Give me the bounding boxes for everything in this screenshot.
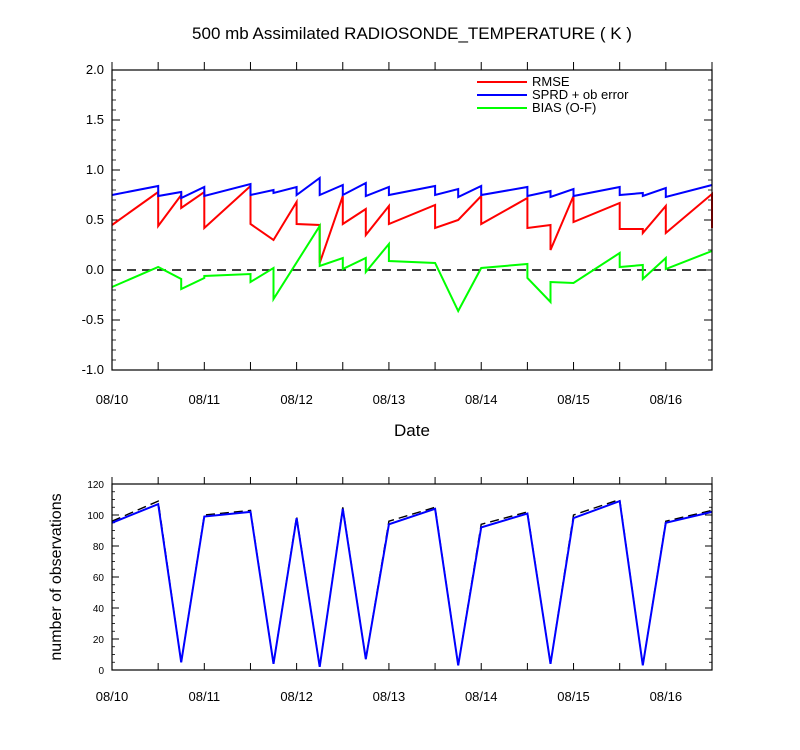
y-tick-label: 0 [98,666,104,677]
x-tick-label: 08/13 [373,392,406,407]
y-tick-label: -1.0 [82,362,104,377]
x-tick-label: 08/15 [557,689,590,704]
top-chart-panel: 500 mb Assimilated RADIOSONDE_TEMPERATUR… [82,24,713,440]
y-tick-label: 0.0 [86,262,104,277]
y-tick-label: 2.0 [86,62,104,77]
x-tick-label: 08/13 [373,689,406,704]
legend-label: BIAS (O-F) [532,100,596,115]
x-tick-label: 08/11 [189,689,221,704]
legend-label: SPRD + ob error [532,87,629,102]
y-tick-label: 40 [93,604,105,615]
top-plot-frame [111,69,713,371]
x-tick-label: 08/15 [557,392,590,407]
top-chart-axes: 2.0 1.5 1.0 0.5 0.0 -0.5 -1.0 08/10 08/11 08/12 08… [82,62,713,407]
x-tick-label: 08/14 [465,392,498,407]
top-chart-series [111,176,713,314]
y-tick-label: 1.5 [86,112,104,127]
y-tick-label: 1.0 [86,162,104,177]
chart-title: 500 mb Assimilated RADIOSONDE_TEMPERATUR… [192,24,632,43]
bottom-plot-frame [111,483,713,671]
x-tick-label: 08/14 [465,689,498,704]
x-tick-label: 08/11 [189,392,221,407]
y-tick-label: -0.5 [82,312,104,327]
y-tick-label: 0.5 [86,212,104,227]
x-tick-label: 08/12 [280,689,313,704]
x-tick-label: 08/10 [96,689,129,704]
y-tick-label: 120 [87,480,104,491]
y-tick-label: 80 [93,542,105,553]
y-axis-label-observations: number of observations [48,493,65,660]
y-tick-label: 60 [93,573,105,584]
series-line-sprd-ob-error [111,176,713,200]
series-line-0 [111,498,713,668]
series-line-bias-o-f [111,222,713,314]
y-tick-label: 20 [93,635,105,646]
x-tick-label: 08/10 [96,392,129,407]
y-tick-label: 100 [87,511,104,522]
bottom-chart-panel: 120 100 80 60 40 20 0 08/10 08/11 08/12 08/13 08/14… [48,477,713,704]
series-line-1 [111,499,713,668]
x-tick-label: 08/16 [650,392,683,407]
legend-label: RMSE [532,74,570,89]
x-tick-label: 08/16 [650,689,683,704]
x-axis-label: Date [394,421,430,440]
bottom-chart-series [111,498,713,668]
series-line-rmse [111,183,713,264]
x-tick-label: 08/12 [280,392,313,407]
